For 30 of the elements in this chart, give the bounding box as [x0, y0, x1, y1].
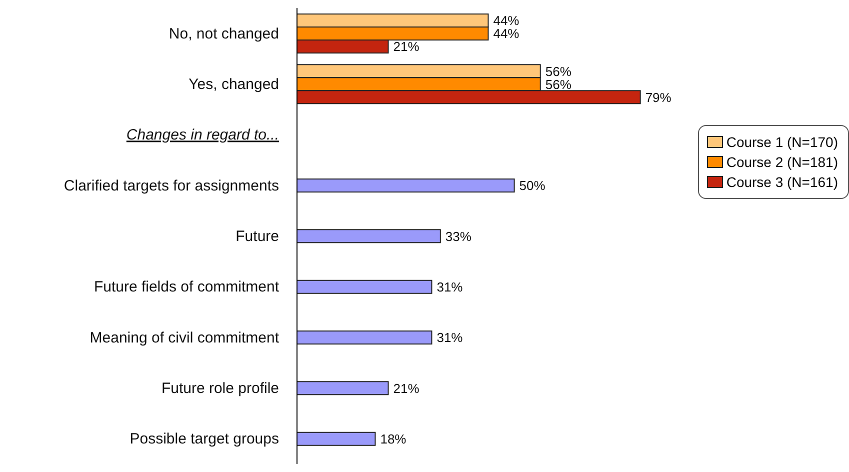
bar — [296, 432, 376, 446]
y-tick-label: Yes, changed — [188, 76, 279, 93]
data-label: 33% — [445, 228, 472, 244]
y-tick-label: Clarified targets for assignments — [64, 177, 279, 194]
y-tick-label: Possible target groups — [130, 430, 279, 448]
y-tick-label: Changes in regard to... — [126, 126, 279, 144]
data-label: 44% — [493, 13, 520, 28]
bar — [296, 229, 441, 244]
data-label: 56% — [545, 64, 572, 79]
bar — [296, 178, 515, 192]
data-label: 18% — [380, 431, 407, 446]
data-label: 21% — [393, 380, 420, 396]
data-label: 31% — [436, 279, 464, 294]
y-tick-label: Future fields of commitment — [94, 278, 280, 296]
y-tick-label: Meaning of civil commitment — [90, 329, 280, 346]
data-label: 79% — [645, 90, 672, 105]
bar — [296, 381, 389, 396]
data-label: 31% — [436, 330, 464, 346]
data-label: 21% — [393, 39, 420, 54]
bar — [296, 330, 432, 344]
legend-label: Course 2 (N=181) — [726, 154, 838, 170]
data-label: 44% — [493, 26, 520, 42]
data-label: 50% — [519, 178, 546, 194]
y-tick-label: Future — [236, 228, 279, 245]
data-label: 56% — [545, 76, 572, 92]
bar — [296, 280, 432, 294]
y-tick-label: Future role profile — [161, 380, 279, 397]
legend-label: Course 3 (N=161) — [726, 174, 838, 190]
y-tick-label: No, not changed — [168, 25, 279, 42]
legend-label: Course 1 (N=170) — [726, 134, 838, 150]
